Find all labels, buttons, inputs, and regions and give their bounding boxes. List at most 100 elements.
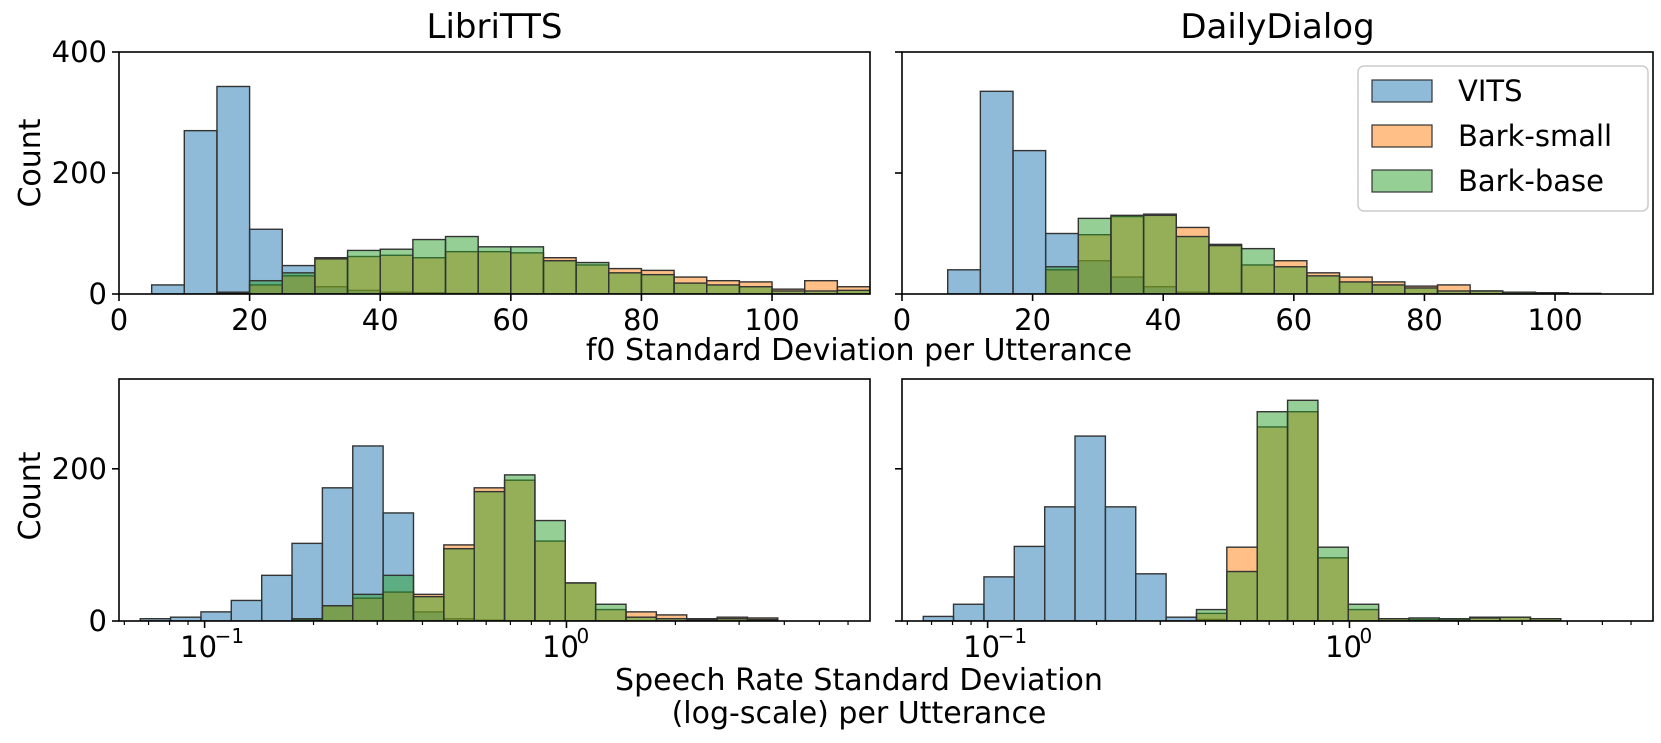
- x-tick-exponent: 0: [1359, 624, 1372, 648]
- x-tick-exponent: 0: [576, 624, 589, 648]
- bar-bark-base: [706, 284, 741, 294]
- bar-bark-base: [1306, 275, 1341, 294]
- bar-bark-base: [248, 279, 283, 294]
- bar-bark-base: [1142, 214, 1177, 294]
- bar-vits: [1013, 545, 1046, 621]
- x-tick-label: 10: [963, 630, 1000, 664]
- bar-vits: [1104, 506, 1137, 621]
- bar-vits: [1074, 435, 1107, 621]
- bar-bark-base: [542, 260, 577, 294]
- legend-swatch-bark-base: [1371, 169, 1433, 193]
- bar-bark-base: [346, 249, 381, 294]
- bar-bark-base: [1273, 266, 1308, 294]
- x-tick-label: 60: [1275, 303, 1312, 337]
- bar-bark-base: [1044, 266, 1080, 294]
- bar-bark-base: [1110, 214, 1145, 294]
- axes-frame: [118, 378, 871, 622]
- x-tick-label: 20: [1014, 303, 1051, 337]
- bar-bark-base: [321, 605, 354, 621]
- bar-bark-base: [382, 574, 415, 621]
- bar-vits: [183, 129, 218, 294]
- bar-bark-base: [1175, 235, 1210, 294]
- x-tick-label: 10: [542, 630, 579, 664]
- bar-bark-base: [510, 246, 545, 294]
- bar-bark-base: [352, 593, 384, 621]
- x-axis-label-speech-rate-line2: (log-scale) per Utterance: [672, 696, 1047, 731]
- bar-vits: [352, 445, 384, 621]
- bar-vits: [230, 599, 263, 621]
- x-tick-label: 100: [1527, 303, 1582, 337]
- bar-bark-base: [1240, 247, 1275, 294]
- x-axis-label-f0: f0 Standard Deviation per Utterance: [586, 333, 1132, 368]
- bar-bark-base: [1347, 603, 1380, 621]
- legend-label-bark-base: Bark-base: [1458, 164, 1604, 198]
- bar-bark-base: [1338, 281, 1373, 294]
- bar-vits: [200, 611, 232, 621]
- bar-bark-base: [1317, 546, 1349, 621]
- bar-bark-base: [594, 603, 627, 621]
- y-axis-label-top: Count: [13, 118, 48, 207]
- bar-vits: [260, 574, 293, 621]
- y-tick-label: 400: [52, 35, 107, 69]
- y-tick-label: 0: [89, 604, 107, 638]
- x-tick-label: 20: [231, 303, 268, 337]
- bar-vits: [1135, 573, 1167, 621]
- bar-vits: [983, 576, 1015, 621]
- panel-f0-librittts: 0 200 400 0 20 40 60 80 100 LibriTTS: [52, 7, 871, 337]
- x-tick-label: 0: [893, 303, 911, 337]
- panel-f0-dailydialog: 0 20 40 60 80 100 DailyDialog: [893, 7, 1654, 337]
- x-tick-exponent: −1: [215, 624, 244, 648]
- bar-bark-base: [608, 272, 643, 294]
- panel-title: DailyDialog: [1180, 7, 1374, 47]
- legend-swatch-vits: [1371, 79, 1433, 103]
- bar-bark-base: [503, 474, 536, 621]
- bar-bark-base: [443, 548, 475, 621]
- panel-title: LibriTTS: [427, 7, 563, 47]
- bar-vits: [947, 269, 982, 294]
- x-axis-label-speech-rate-line1: Speech Rate Standard Deviation: [615, 663, 1103, 698]
- y-axis-label-bottom: Count: [13, 451, 48, 540]
- x-tick-label: 40: [1145, 303, 1182, 337]
- y-tick-label: 0: [89, 277, 107, 311]
- bar-bark-base: [1208, 244, 1243, 294]
- bar-bark-base: [1195, 608, 1228, 621]
- y-tick-label: 200: [52, 452, 107, 486]
- bar-bark-base: [379, 248, 414, 294]
- bar-bark-base: [473, 490, 506, 621]
- bar-bark-base: [673, 282, 708, 294]
- x-tick-label: 100: [744, 303, 799, 337]
- bar-bark-base: [1077, 217, 1112, 294]
- bar-bark-base: [1371, 284, 1406, 294]
- bar-bark-base: [1286, 399, 1319, 621]
- x-tick-label: 10: [180, 630, 217, 664]
- x-tick-label: 0: [110, 303, 128, 337]
- legend: VITS Bark-small Bark-base: [1357, 65, 1649, 212]
- bar-vits: [979, 90, 1014, 294]
- x-tick-exponent: −1: [998, 624, 1027, 648]
- bar-vits: [1043, 506, 1076, 621]
- bar-bark-base: [738, 286, 773, 294]
- bar-bark-base: [281, 272, 316, 294]
- x-tick-label: 60: [492, 303, 529, 337]
- bar-bark-base: [534, 519, 566, 621]
- legend-swatch-bark-small: [1371, 124, 1433, 148]
- bar-bark-base: [1256, 411, 1289, 621]
- axes-frame: [901, 378, 1654, 622]
- bar-bark-base: [477, 246, 512, 294]
- bar-bark-base: [640, 273, 675, 294]
- y-tick-label: 200: [52, 156, 107, 190]
- bar-bark-base: [1226, 570, 1258, 621]
- bar-bark-base: [314, 258, 349, 294]
- x-tick-label: 40: [362, 303, 399, 337]
- bar-vits: [150, 284, 185, 294]
- bar-vits: [1012, 149, 1047, 294]
- bar-bark-base: [412, 238, 447, 294]
- x-tick-label: 80: [623, 303, 660, 337]
- bar-bark-base: [575, 261, 610, 294]
- bar-vits: [291, 542, 324, 621]
- x-tick-label: 10: [1325, 630, 1362, 664]
- bar-bark-base: [1404, 287, 1439, 294]
- bar-vits: [216, 85, 251, 294]
